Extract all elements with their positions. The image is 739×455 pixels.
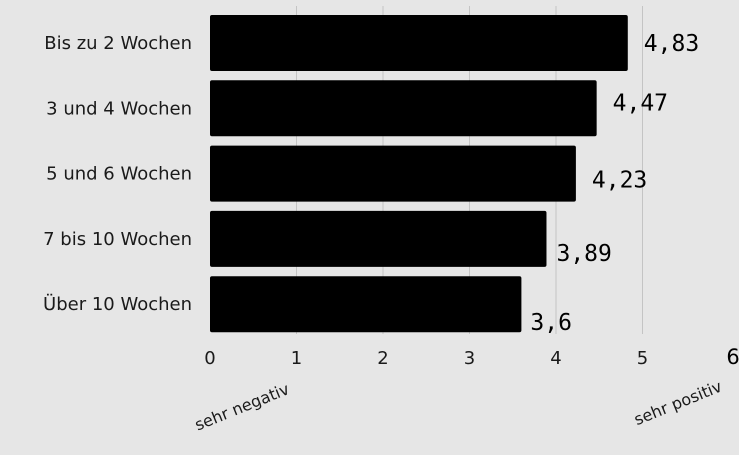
bar [210,210,547,267]
category-label: 3 und 4 Wochen [46,98,192,119]
x-tick-label: 6 [726,345,739,369]
x-axis-tick-labels: 0 1 2 3 4 5 6 [204,345,739,369]
value-label: 3,89 [556,241,611,267]
value-labels: 4,83 4,47 4,23 3,89 3,6 [530,31,699,336]
category-label: 7 bis 10 Wochen [43,229,192,250]
scale-label-low: sehr negativ [192,379,292,434]
x-tick-label: 5 [637,348,648,369]
bar [210,80,597,137]
category-label: Über 10 Wochen [43,293,192,315]
category-label: 5 und 6 Wochen [46,164,192,185]
bar [210,145,576,202]
value-label: 4,83 [644,31,699,57]
x-tick-label: 3 [464,348,475,369]
value-label: 3,6 [530,310,572,336]
value-label: 4,47 [613,90,668,116]
x-tick-label: 1 [291,348,302,369]
x-tick-label: 2 [377,348,388,369]
bars [210,15,628,333]
value-label: 4,23 [592,168,647,194]
category-labels: Bis zu 2 Wochen 3 und 4 Wochen 5 und 6 Woc… [43,33,192,315]
bar [210,15,628,71]
x-tick-label: 0 [204,348,215,369]
x-tick-label: 4 [550,348,561,369]
bar [210,276,522,333]
scale-label-high: sehr positiv [631,377,724,429]
category-label: Bis zu 2 Wochen [44,33,192,54]
